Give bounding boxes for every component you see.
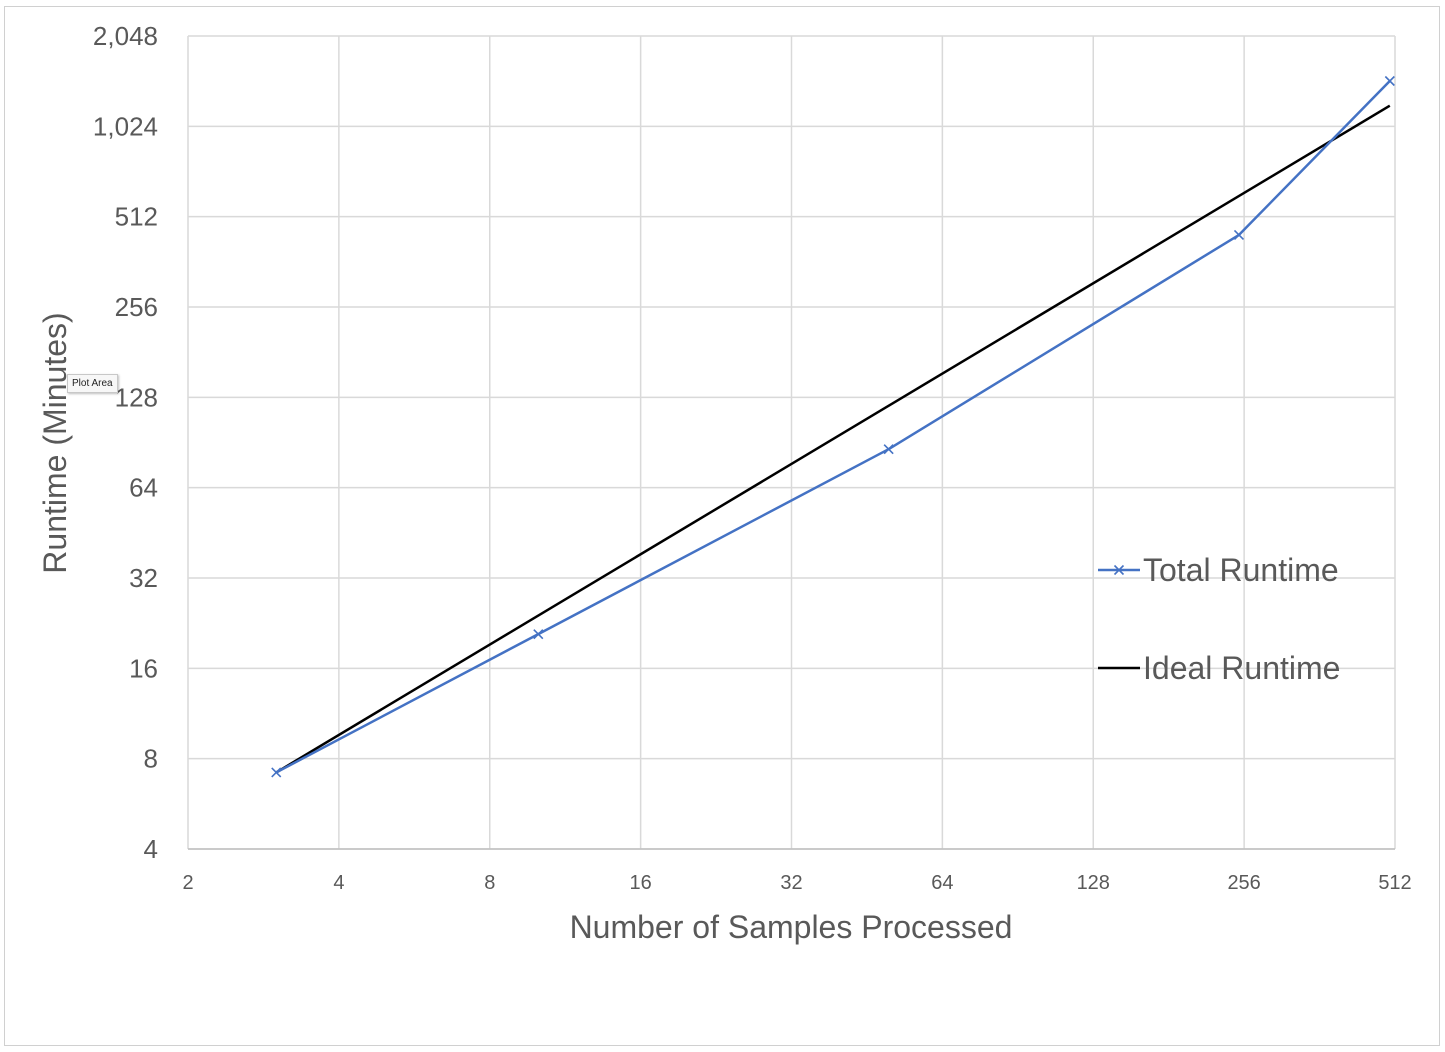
data-point-total-runtime[interactable] [271,767,282,778]
legend-marker-total-runtime [1113,564,1125,576]
x-tick-label: 64 [931,872,953,894]
legend-item-total-runtime[interactable]: Total Runtime [1098,552,1339,588]
x-axis-title: Number of Samples Processed [570,909,1013,945]
x-tick-label: 4 [333,872,344,894]
tick-labels: 4 8 16 32 64 128 256 512 1,024 2,048 2 4 8 16 32 64 128 2… [93,21,1412,894]
chart-frame [4,6,1440,1046]
y-tick-label: 16 [129,653,158,683]
x-tick-label: 128 [1077,872,1110,894]
legend-label-ideal-runtime: Ideal Runtime [1143,650,1340,686]
y-tick-label: 64 [129,473,158,503]
y-tick-label: 2,048 [93,21,158,51]
series-lines [271,75,1395,778]
data-point-total-runtime[interactable] [533,629,544,640]
y-axis-title: Runtime (Minutes) [37,312,73,573]
x-tick-label: 256 [1227,872,1260,894]
series-line-ideal-runtime[interactable] [275,104,1391,774]
x-tick-label: 32 [780,872,802,894]
plot-area-tooltip: Plot Area [67,374,118,393]
y-tick-label: 1,024 [93,111,158,141]
x-tick-label: 8 [484,872,495,894]
y-tick-label: 32 [129,563,158,593]
grid-lines [187,35,1396,850]
legend-label-total-runtime: Total Runtime [1143,552,1339,588]
data-point-total-runtime[interactable] [883,444,894,455]
data-point-total-runtime[interactable] [1384,75,1395,87]
legend: Total Runtime Ideal Runtime [1098,552,1340,686]
y-tick-label: 512 [115,202,158,232]
y-tick-label: 256 [115,292,158,322]
y-tick-label: 4 [144,834,158,864]
x-tick-label: 512 [1378,872,1411,894]
legend-item-ideal-runtime[interactable]: Ideal Runtime [1098,650,1340,686]
y-tick-label: 128 [115,382,158,412]
x-tick-label: 2 [182,872,193,894]
data-point-total-runtime[interactable] [1233,229,1245,241]
legend-marker-x[interactable] [1113,564,1125,576]
x-tick-label: 16 [630,872,652,894]
y-tick-label: 8 [144,744,158,774]
